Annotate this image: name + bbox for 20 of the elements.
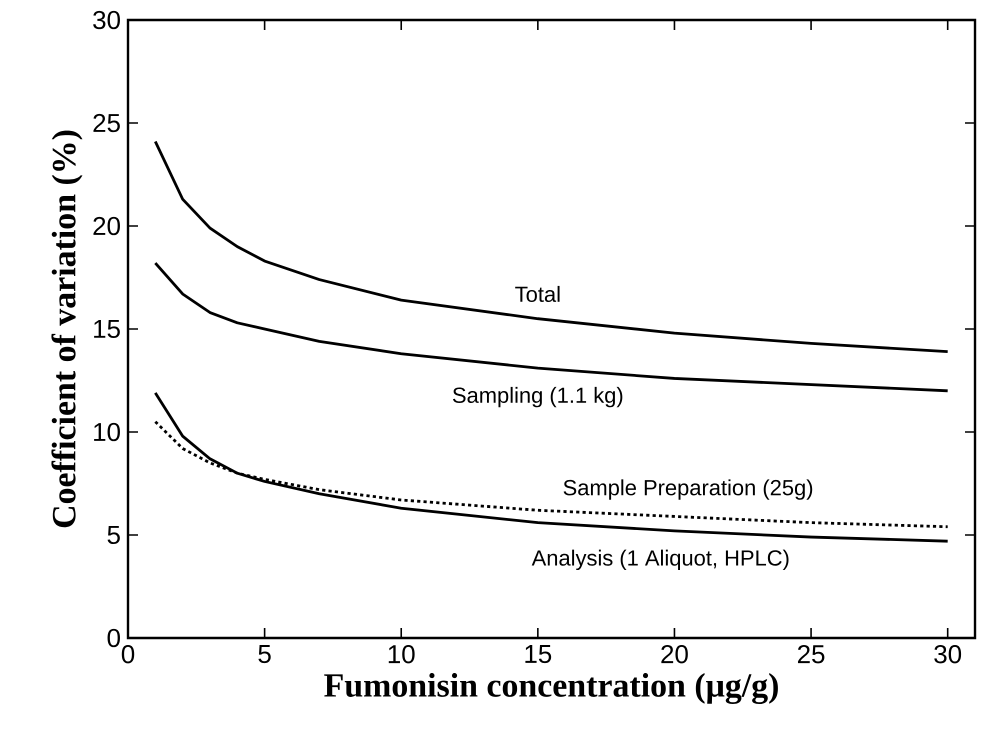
x-tick-label: 10	[388, 645, 415, 664]
x-tick-label: 5	[258, 645, 271, 664]
x-axis-title: Fumonisin concentration (μg/g)	[324, 673, 778, 704]
series-label: Sampling (1.1 kg)	[452, 386, 622, 408]
x-tick-label: 0	[122, 645, 134, 664]
series-label: Total	[515, 286, 560, 302]
y-tick-label: 0	[108, 628, 120, 648]
x-tick-label: 30	[934, 645, 962, 664]
y-tick-label: 5	[108, 526, 120, 544]
x-tick-label: 20	[661, 645, 688, 664]
y-tick-label: 20	[93, 216, 120, 236]
y-axis-title: Coefficient of variation (%)	[51, 130, 82, 528]
y-tick-label: 30	[93, 10, 120, 30]
series-label: Sample Preparation (25g)	[564, 479, 812, 500]
x-tick-label: 15	[525, 645, 552, 664]
y-tick-label: 10	[94, 422, 120, 442]
y-tick-label: 15	[94, 320, 120, 338]
x-tick-label: 25	[798, 645, 824, 664]
series-label: Analysis (1 Aliquot, HPLC)	[532, 550, 789, 570]
y-tick-label: 25	[93, 114, 120, 132]
